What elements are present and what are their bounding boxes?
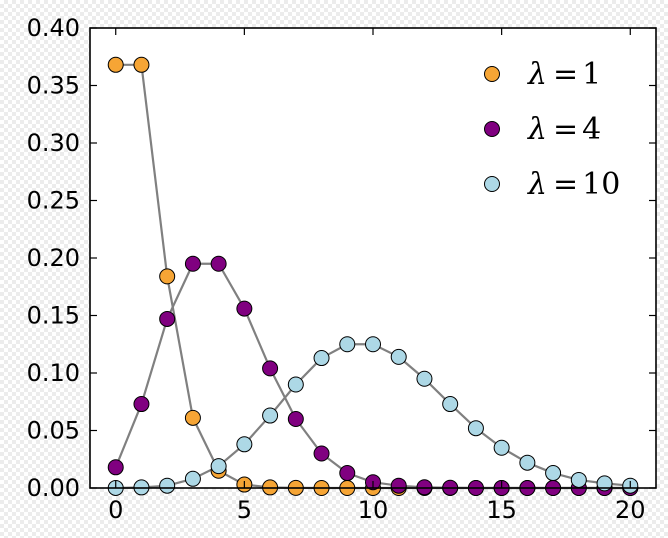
data-point-series-1 xyxy=(159,268,176,285)
data-point-series-3 xyxy=(416,370,433,387)
data-point-series-2 xyxy=(210,255,227,272)
legend-marker-3 xyxy=(484,176,500,192)
data-point-series-3 xyxy=(519,454,536,471)
plot-area xyxy=(90,28,656,488)
data-point-series-2 xyxy=(107,459,124,476)
data-point-series-3 xyxy=(596,475,613,492)
y-tick-label: 0.00 xyxy=(27,474,80,502)
data-point-series-3 xyxy=(545,465,562,482)
y-tick-label: 0.40 xyxy=(27,14,80,42)
data-point-series-2 xyxy=(287,411,304,427)
data-point-series-2 xyxy=(390,477,407,494)
legend-label-3: λ = 10 xyxy=(527,167,620,202)
data-point-series-2 xyxy=(133,396,150,413)
legend-label-1: λ = 1 xyxy=(527,57,601,92)
data-point-series-3 xyxy=(390,348,407,365)
x-tick-label: 10 xyxy=(358,496,389,524)
data-point-series-3 xyxy=(467,420,484,437)
y-tick-label: 0.20 xyxy=(27,244,80,272)
data-point-series-2 xyxy=(339,465,356,482)
y-tick-label: 0.05 xyxy=(27,417,80,445)
data-point-series-3 xyxy=(210,458,227,475)
x-tick-label: 0 xyxy=(108,496,123,524)
axes: 0 5 10 15 20 0.00 0.05 0.10 0.15 0.20 0.25 0.30 0.35… xyxy=(27,14,657,524)
data-point-series-3 xyxy=(365,336,381,353)
data-point-series-2 xyxy=(184,255,201,272)
data-point-series-2 xyxy=(262,360,279,377)
plot-background xyxy=(90,28,656,488)
data-point-series-3 xyxy=(159,477,176,494)
data-point-series-3 xyxy=(339,336,356,353)
x-tick-label: 15 xyxy=(486,496,517,524)
legend: λ = 1 λ = 4 λ = 10 xyxy=(484,57,620,202)
data-point-series-3 xyxy=(313,350,330,367)
data-point-series-3 xyxy=(570,471,587,488)
data-point-series-3 xyxy=(287,376,304,393)
x-tick-label: 20 xyxy=(615,496,646,524)
data-point-series-1 xyxy=(184,409,201,426)
data-point-series-2 xyxy=(159,310,176,327)
data-point-series-2 xyxy=(236,300,253,317)
data-point-series-2 xyxy=(313,445,330,462)
x-tick-label: 5 xyxy=(237,496,252,524)
data-point-series-3 xyxy=(493,439,510,456)
data-point-series-3 xyxy=(262,407,279,424)
y-tick-label: 0.10 xyxy=(27,359,80,387)
legend-label-2: λ = 4 xyxy=(527,112,601,147)
data-point-series-1 xyxy=(133,56,150,73)
data-point-series-3 xyxy=(236,436,253,453)
data-point-series-3 xyxy=(184,470,201,487)
y-tick-label: 0.35 xyxy=(27,72,80,100)
y-tick-label: 0.30 xyxy=(27,129,80,157)
y-tick-label: 0.15 xyxy=(27,302,80,330)
legend-marker-1 xyxy=(484,66,500,82)
legend-marker-2 xyxy=(484,121,500,137)
y-tick-label: 0.25 xyxy=(27,187,80,215)
data-point-series-3 xyxy=(442,396,459,413)
data-point-series-1 xyxy=(107,56,124,73)
